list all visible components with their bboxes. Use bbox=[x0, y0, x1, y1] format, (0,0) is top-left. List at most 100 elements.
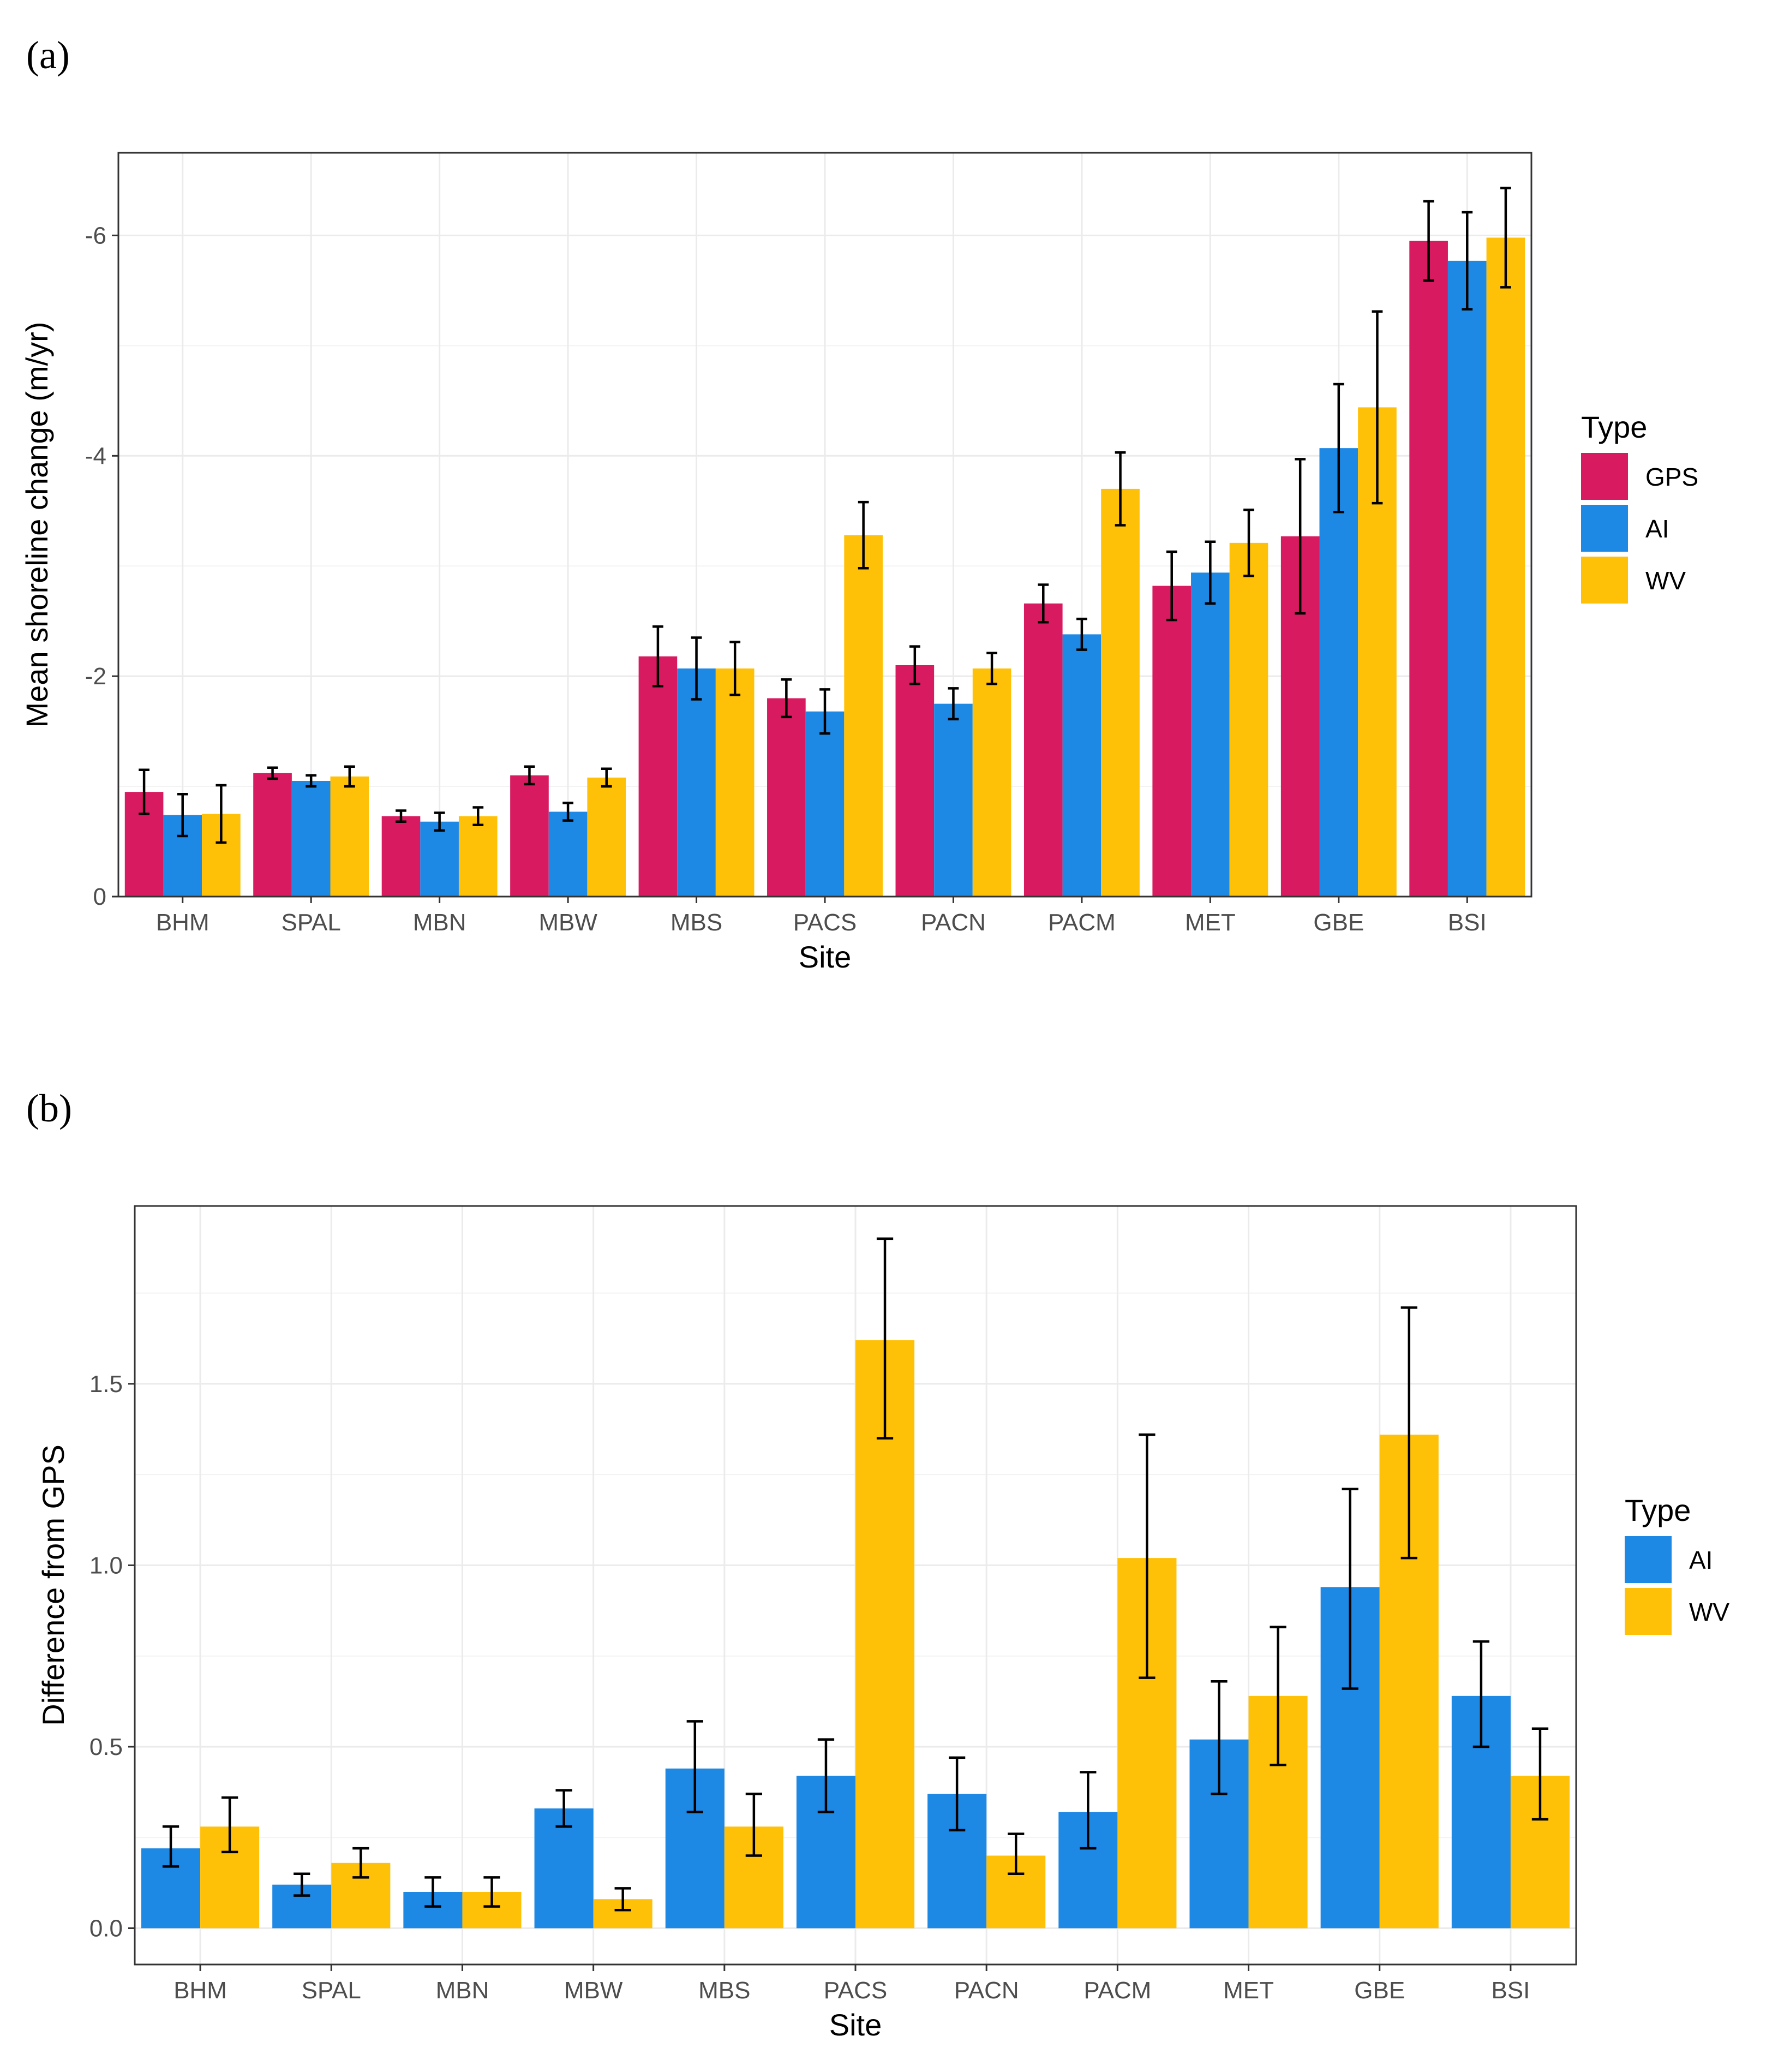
error-bar-ai-pacn bbox=[948, 687, 959, 721]
bar-gps-spal bbox=[253, 773, 292, 897]
y-tick-label: 0.5 bbox=[89, 1734, 123, 1760]
error-bar-ai-mbs bbox=[691, 636, 702, 701]
x-tick-label: PACM bbox=[1048, 909, 1116, 936]
legend-title: Type bbox=[1625, 1493, 1691, 1527]
error-bar-ai-spal bbox=[294, 1872, 310, 1897]
y-tick-label: 1.0 bbox=[89, 1552, 123, 1579]
y-tick-label: 1.5 bbox=[89, 1371, 123, 1398]
error-bar-wv-gbe bbox=[1400, 1306, 1417, 1560]
error-bar-ai-gbe bbox=[1333, 383, 1344, 513]
error-bar-gps-pacs bbox=[781, 678, 792, 719]
error-bar-wv-pacs bbox=[876, 1237, 894, 1440]
error-bar-wv-bsi bbox=[1500, 187, 1511, 289]
error-bar-ai-mbw bbox=[562, 802, 573, 822]
error-bar-gps-spal bbox=[267, 766, 278, 780]
error-bar-wv-mbw bbox=[614, 1887, 631, 1912]
error-bar-ai-spal bbox=[306, 774, 317, 788]
legend-swatch-wv bbox=[1581, 557, 1628, 604]
error-bar-ai-pacn bbox=[949, 1756, 966, 1832]
x-tick-label: BHM bbox=[156, 909, 209, 936]
error-bar-wv-mbn bbox=[483, 1876, 500, 1908]
x-tick-label: MBW bbox=[564, 1977, 623, 2004]
panel-label: (a) bbox=[26, 33, 70, 77]
bar-wv-pacn bbox=[972, 668, 1011, 897]
bar-wv-mbs bbox=[715, 668, 755, 897]
error-bar-ai-pacm bbox=[1080, 1771, 1097, 1850]
x-tick-label: MBS bbox=[698, 1977, 750, 2004]
x-tick-label: MET bbox=[1185, 909, 1236, 936]
error-bar-gps-mbn bbox=[396, 809, 406, 823]
error-bar-ai-met bbox=[1205, 540, 1216, 605]
legend-label-wv: WV bbox=[1645, 566, 1686, 595]
x-tick-label: MBN bbox=[436, 1977, 489, 2004]
bar-gps-bsi bbox=[1409, 241, 1448, 897]
y-tick-label: -2 bbox=[85, 663, 106, 690]
error-bar-wv-mbn bbox=[472, 806, 484, 826]
error-bar-gps-bsi bbox=[1423, 200, 1434, 282]
legend: Type GPS AI WV bbox=[1581, 410, 1698, 604]
error-bar-wv-mbs bbox=[745, 1793, 762, 1857]
error-bar-wv-pacn bbox=[1008, 1832, 1025, 1875]
x-tick-label: PACN bbox=[954, 1977, 1019, 2004]
error-bar-wv-mbw bbox=[601, 767, 612, 788]
x-tick-label: GBE bbox=[1354, 1977, 1405, 2004]
error-bar-wv-gbe bbox=[1372, 310, 1383, 505]
bar-gps-mbn bbox=[381, 816, 421, 897]
error-bar-wv-pacm bbox=[1115, 451, 1126, 527]
x-axis-title: Site bbox=[829, 2008, 882, 2042]
y-tick-label: 0.0 bbox=[89, 1915, 123, 1942]
bar-ai-mbn bbox=[420, 821, 459, 897]
bar-wv-met bbox=[1229, 542, 1268, 897]
bar-ai-mbw bbox=[548, 811, 588, 897]
error-bar-gps-gbe bbox=[1295, 458, 1306, 615]
legend-swatch-gps bbox=[1581, 453, 1628, 500]
error-bar-wv-met bbox=[1270, 1626, 1286, 1766]
legend: Type AI WV bbox=[1625, 1493, 1729, 1635]
x-tick-label: GBE bbox=[1313, 909, 1364, 936]
bar-ai-spal bbox=[291, 780, 331, 897]
legend-title: Type bbox=[1581, 410, 1647, 444]
error-bar-gps-bhm bbox=[139, 768, 149, 815]
error-bar-wv-bsi bbox=[1531, 1727, 1549, 1821]
error-bar-gps-mbs bbox=[652, 625, 663, 688]
bar-gps-mbw bbox=[510, 775, 549, 897]
error-bar-ai-mbs bbox=[686, 1720, 703, 1813]
bar-gps-met bbox=[1152, 586, 1192, 897]
legend-swatch-ai bbox=[1581, 505, 1628, 552]
error-bar-wv-spal bbox=[352, 1847, 369, 1879]
error-bar-ai-pacm bbox=[1076, 617, 1087, 651]
y-axis-title: Difference from GPS bbox=[36, 1444, 70, 1726]
error-bar-wv-pacm bbox=[1139, 1433, 1156, 1679]
bar-ai-mbs bbox=[677, 668, 716, 897]
error-bar-gps-met bbox=[1166, 550, 1177, 622]
error-bar-wv-pacn bbox=[986, 652, 997, 685]
x-tick-label: PACM bbox=[1083, 1977, 1151, 2004]
error-bar-ai-bhm bbox=[177, 792, 188, 838]
error-bar-wv-pacs bbox=[858, 500, 869, 570]
error-bar-ai-mbw bbox=[555, 1789, 572, 1828]
error-bar-ai-met bbox=[1211, 1680, 1228, 1795]
x-tick-label: SPAL bbox=[302, 1977, 361, 2004]
legend-label-gps: GPS bbox=[1645, 463, 1698, 491]
chart-panel-b: (b) 0.0 0.5 1.0 1.5 BHM SPAL MBN MBW MBS PACS PACN P… bbox=[26, 1086, 1729, 2042]
legend-swatch-ai bbox=[1625, 1536, 1672, 1583]
bar-ai-gbe bbox=[1319, 448, 1358, 897]
error-bar-ai-pacs bbox=[817, 1738, 835, 1813]
error-bar-ai-mbn bbox=[434, 811, 445, 832]
chart-panel-a: (a) 0 -2 -4 -6 BHM SPAL MBN MBW MBS PACS PACN PACM ME… bbox=[20, 33, 1698, 974]
x-tick-label: PACN bbox=[921, 909, 986, 936]
x-tick-label: PACS bbox=[793, 909, 857, 936]
error-bar-wv-met bbox=[1243, 508, 1254, 577]
bar-ai-pacs bbox=[805, 711, 845, 897]
y-axis-title: Mean shoreline change (m/yr) bbox=[20, 322, 54, 728]
bar-wv-pacs bbox=[844, 535, 883, 897]
panel-label: (b) bbox=[26, 1086, 72, 1130]
y-tick-label: -4 bbox=[85, 443, 106, 469]
bar-gps-pacn bbox=[895, 665, 935, 897]
bar-ai-bsi bbox=[1447, 260, 1487, 897]
error-bar-gps-pacm bbox=[1038, 583, 1049, 624]
bar-gps-mbs bbox=[638, 656, 678, 897]
bar-ai-mbw bbox=[534, 1808, 594, 1928]
error-bar-gps-mbw bbox=[524, 765, 535, 786]
